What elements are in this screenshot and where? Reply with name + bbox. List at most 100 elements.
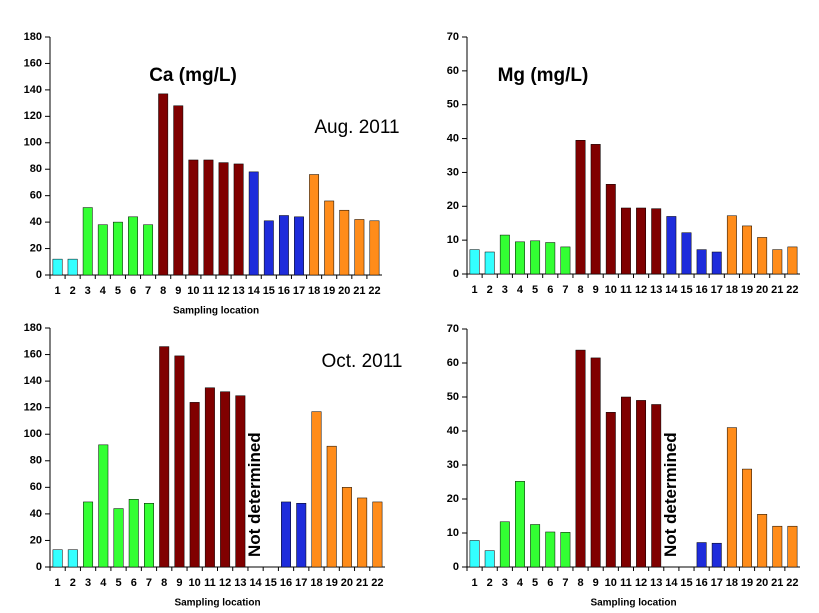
bar <box>605 412 616 568</box>
x-tick-label: 22 <box>786 284 798 296</box>
bar <box>499 521 510 568</box>
x-tick-label: 15 <box>263 285 275 297</box>
bar <box>128 216 138 276</box>
bar <box>324 200 335 276</box>
bar <box>263 220 274 276</box>
y-tick-label: 140 <box>24 375 42 387</box>
bar <box>620 396 631 568</box>
bar <box>67 258 78 276</box>
x-tick-label: 2 <box>487 284 493 296</box>
x-tick-label: 16 <box>695 284 707 296</box>
bar <box>82 207 93 276</box>
bar <box>97 224 108 276</box>
bar <box>711 542 722 568</box>
bar <box>696 542 707 568</box>
y-tick-label: 100 <box>24 428 42 440</box>
y-tick-label: 140 <box>24 84 42 96</box>
x-tick-label: 2 <box>70 285 76 297</box>
bar <box>372 501 383 568</box>
y-tick-label: 0 <box>36 561 42 573</box>
bar <box>98 444 109 568</box>
bar <box>515 481 525 568</box>
x-tick-label: 19 <box>741 577 753 589</box>
x-tick-label: 11 <box>620 577 632 589</box>
y-tick-label: 160 <box>24 348 42 360</box>
x-tick-label: 15 <box>680 577 692 589</box>
bar <box>235 395 246 568</box>
x-tick-label: 11 <box>204 577 216 589</box>
bar <box>742 225 752 275</box>
x-tick-label: 12 <box>635 284 647 296</box>
y-tick-label: 50 <box>447 391 459 403</box>
x-tick-label: 10 <box>187 285 199 297</box>
chart-title: Mg (mg/L) <box>498 65 589 86</box>
bar <box>204 387 215 568</box>
x-tick-label: 8 <box>577 284 583 296</box>
x-tick-label: 18 <box>310 577 322 589</box>
y-tick-label: 40 <box>30 216 42 228</box>
bar <box>369 220 380 276</box>
bar <box>620 207 631 275</box>
x-tick-label: 1 <box>55 577 61 589</box>
x-tick-label: 16 <box>278 285 290 297</box>
x-tick-label: 19 <box>741 284 753 296</box>
x-tick-label: 20 <box>756 577 768 589</box>
y-tick-label: 40 <box>447 132 459 144</box>
x-tick-label: 6 <box>131 577 137 589</box>
x-tick-label: 1 <box>54 285 60 297</box>
bar <box>52 549 63 568</box>
x-tick-label: 22 <box>786 577 798 589</box>
y-tick-label: 100 <box>24 137 42 149</box>
y-tick-label: 60 <box>30 190 42 202</box>
y-tick-label: 60 <box>447 65 459 77</box>
y-tick-label: 20 <box>447 493 459 505</box>
bar <box>173 105 184 276</box>
x-tick-label: 11 <box>203 285 215 297</box>
y-tick-label: 10 <box>447 234 459 246</box>
y-tick-label: 180 <box>24 31 42 43</box>
x-tick-label: 4 <box>100 577 107 589</box>
bar <box>711 251 722 275</box>
bar <box>357 497 368 568</box>
y-tick-label: 20 <box>30 534 42 546</box>
x-tick-label: 7 <box>145 285 151 297</box>
bar <box>203 159 214 276</box>
x-tick-label: 13 <box>233 285 245 297</box>
x-tick-label: 1 <box>472 577 478 589</box>
bar <box>281 501 291 568</box>
x-tick-label: 14 <box>248 285 261 297</box>
x-tick-label: 21 <box>771 284 783 296</box>
x-tick-label: 7 <box>562 577 568 589</box>
x-tick-label: 3 <box>502 577 508 589</box>
y-tick-label: 120 <box>24 402 42 414</box>
x-tick-label: 17 <box>295 577 307 589</box>
x-axis-label: Sampling location <box>173 306 259 317</box>
y-tick-label: 60 <box>447 357 459 369</box>
bar <box>696 249 707 275</box>
not-determined-note: Not determined <box>245 432 264 557</box>
y-tick-label: 40 <box>447 425 459 437</box>
bar <box>575 349 586 568</box>
y-tick-label: 60 <box>30 481 42 493</box>
x-tick-label: 18 <box>726 577 738 589</box>
bar <box>309 174 320 276</box>
bar <box>726 427 737 568</box>
bar <box>545 531 556 568</box>
x-tick-label: 20 <box>341 577 353 589</box>
bar <box>144 503 154 568</box>
bar <box>726 215 737 275</box>
y-tick-label: 0 <box>453 268 459 280</box>
x-axis-label: Sampling location <box>174 598 260 609</box>
x-tick-label: 18 <box>308 285 320 297</box>
bar <box>159 346 170 568</box>
x-tick-label: 5 <box>115 577 121 589</box>
bar <box>757 514 768 568</box>
bar <box>636 400 647 568</box>
bar <box>174 355 185 568</box>
not-determined-note: Not determined <box>661 432 680 557</box>
x-tick-label: 18 <box>726 284 738 296</box>
bar <box>218 162 229 276</box>
x-tick-label: 17 <box>293 285 305 297</box>
bar <box>296 503 307 568</box>
bar <box>311 411 322 568</box>
